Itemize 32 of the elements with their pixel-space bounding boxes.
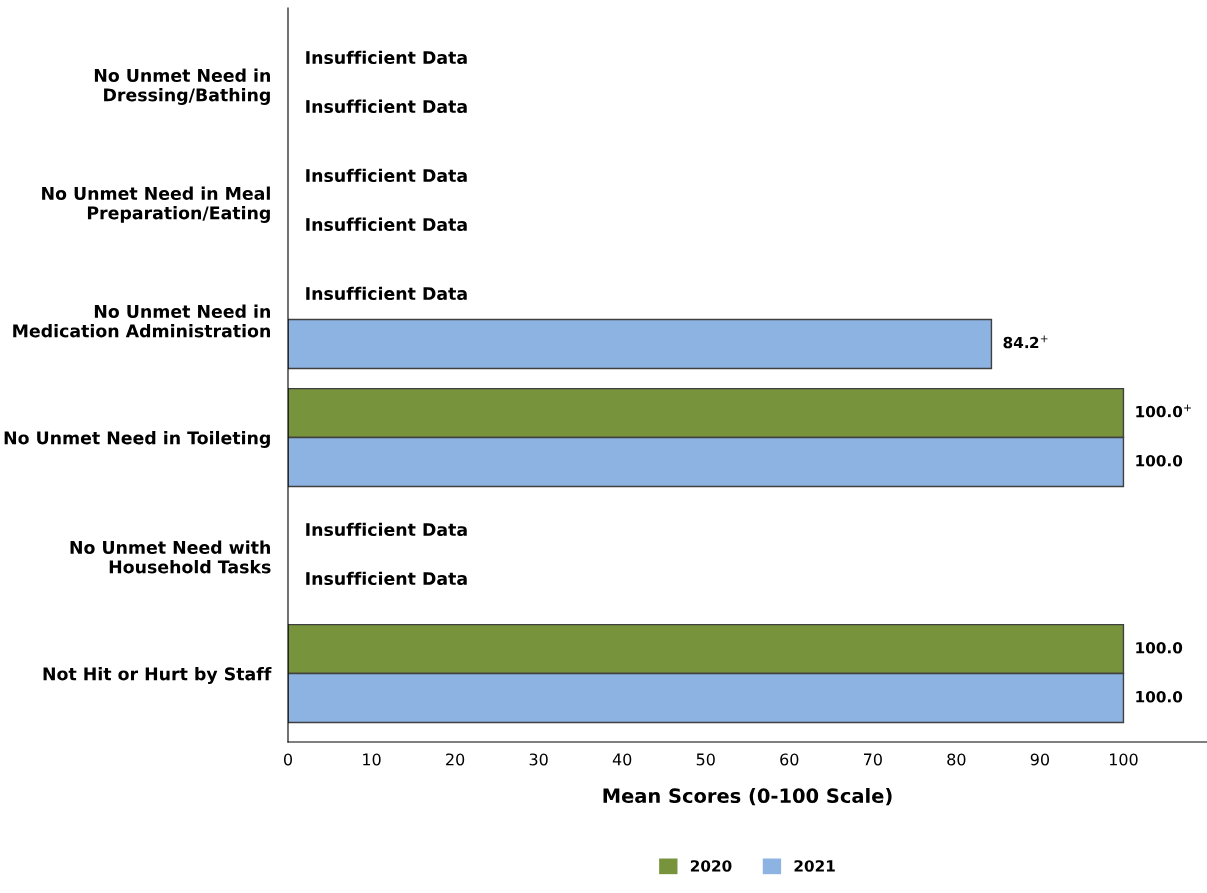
text: Insufficient Data <box>306 286 467 301</box>
text: Insufficient Data <box>306 168 467 183</box>
x-tick-label: 0 <box>283 753 293 766</box>
data-label: 100.0 <box>1136 690 1183 703</box>
x-tick-label: 80 <box>947 753 966 766</box>
legend-label: 2020 <box>690 860 732 872</box>
data-label: 100.0 <box>1136 641 1183 654</box>
text: Insufficient Data <box>306 50 467 65</box>
text: Insufficient Data <box>306 99 467 114</box>
y-tick-label: No Unmet Need in Toileting <box>4 430 270 448</box>
y-tick-label: No Unmet Need in Medication Administration <box>13 304 270 338</box>
y-tick-label: No Unmet Need with Household Tasks <box>70 540 271 574</box>
y-tick-label: Not Hit or Hurt by Staff <box>43 666 272 684</box>
x-tick-label: 90 <box>1030 753 1050 766</box>
x-axis-title: Mean Scores (0-100 Scale) <box>603 788 892 806</box>
data-label: 100.0 <box>1136 454 1183 467</box>
y-tick-label: No Unmet Need in Meal Preparation/Eating <box>42 186 270 223</box>
x-tick-label: 40 <box>612 753 632 766</box>
x-tick-label: 20 <box>446 753 465 766</box>
x-tick-label: 100 <box>1109 753 1138 766</box>
x-tick-label: 30 <box>529 753 548 766</box>
legend-label: 2021 <box>794 860 835 872</box>
x-tick-label: 10 <box>363 753 381 766</box>
x-tick-label: 50 <box>696 753 715 766</box>
x-tick-label: 70 <box>863 753 882 766</box>
y-tick-label: No Unmet Need in Dressing/Bathing <box>94 68 270 105</box>
x-tick-label: 60 <box>780 753 799 766</box>
data-label: 84.2$^{+}$ <box>1003 335 1048 349</box>
text: Insufficient Data <box>306 522 467 537</box>
text: Insufficient Data <box>306 217 467 232</box>
data-label: 100.0$^{+}$ <box>1136 404 1191 418</box>
text: Insufficient Data <box>306 571 467 586</box>
